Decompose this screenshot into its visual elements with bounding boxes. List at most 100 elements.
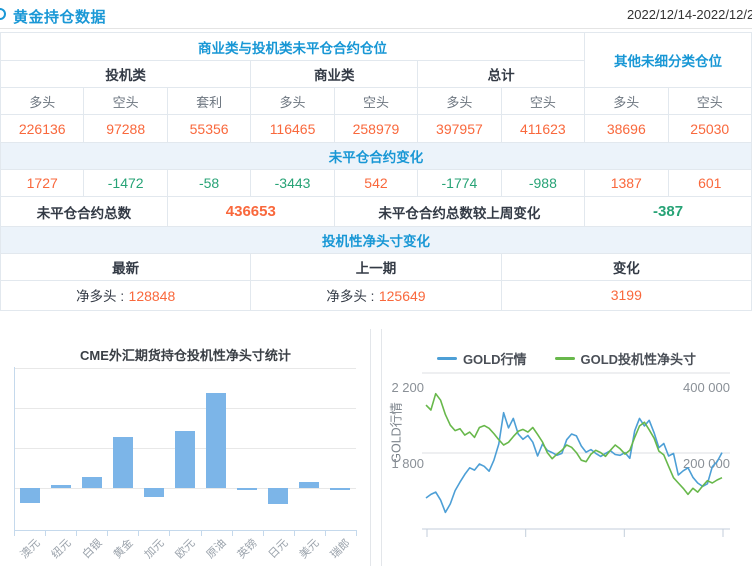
bar-英镑	[237, 488, 258, 490]
legend-gold-price-line-icon	[436, 357, 457, 360]
subheader-commercial: 商业类	[250, 60, 419, 88]
position-value: 411623	[500, 114, 586, 143]
x-axis-tick	[169, 530, 171, 536]
grid-line	[14, 488, 356, 489]
x-axis-tick	[76, 530, 78, 536]
net-change-value: 3199	[610, 286, 642, 303]
x-axis-tick	[231, 530, 233, 536]
net-previous-value: 125649	[378, 288, 426, 304]
net-header-latest: 最新	[0, 253, 252, 281]
change-value: -988	[500, 169, 586, 197]
change-value: 1727	[0, 169, 85, 197]
change-value: 601	[667, 169, 752, 197]
net-latest-cell: 净多头 : 128848	[0, 280, 252, 311]
left-axis-tick-2200: 2 200	[391, 380, 424, 395]
net-previous-label: 净多头 :	[326, 289, 375, 304]
cme-net-positions-bar-chart: CME外汇期货持仓投机性净头寸统计 澳元 纽元 白银 黄金 加元 欧元 原油 英镑 日元 美元 瑞郎	[0, 329, 371, 566]
page-header: 黄金持仓数据 2022/12/14-2022/12/20	[0, 0, 752, 29]
bar-白银	[81, 477, 102, 488]
total-oi-label: 未平仓合约总数	[0, 196, 168, 227]
x-axis-line	[14, 530, 356, 531]
change-value: -1774	[417, 169, 502, 197]
group-header-main: 商业类与投机类未平仓合约仓位	[0, 32, 586, 61]
position-value: 38696	[584, 114, 669, 143]
bar-美元	[299, 482, 320, 488]
right-axis-tick-400000: 400 000	[683, 380, 730, 395]
change-value: -3443	[250, 169, 335, 197]
change-value: 1387	[584, 169, 669, 197]
position-value: 397957	[417, 114, 502, 143]
legend-gold-price[interactable]: GOLD行情	[436, 349, 527, 368]
position-value: 97288	[83, 114, 168, 143]
col-header: 空头	[333, 87, 419, 115]
left-axis-tick-1800: 1 800	[391, 456, 424, 471]
total-oi-change-value: -387	[584, 196, 752, 227]
y-axis-line	[14, 367, 15, 530]
col-header: 多头	[0, 87, 85, 115]
change-value: -58	[166, 169, 252, 197]
col-header: 空头	[667, 87, 752, 115]
legend-gold-price-label: GOLD行情	[462, 352, 527, 367]
x-axis-tick	[324, 530, 326, 536]
series-line-GOLD投机性净头寸	[425, 392, 723, 496]
grid-line	[14, 408, 356, 409]
bar-chart-title: CME外汇期货持仓投机性净头寸统计	[80, 348, 291, 363]
col-header: 空头	[500, 87, 586, 115]
net-header-previous: 上一期	[250, 253, 502, 281]
bar-加元	[143, 488, 164, 498]
gold-line-chart: GOLD行情 GOLD投机性净头寸 GOLD行情 2 200 1 800 400…	[381, 329, 750, 566]
position-value: 226136	[0, 114, 85, 143]
net-change-cell: 3199	[500, 280, 752, 311]
circle-bullet-icon	[0, 8, 6, 20]
bar-原油	[206, 392, 227, 488]
charts-divider	[371, 329, 381, 566]
legend-net-position-label: GOLD投机性净头寸	[580, 352, 697, 367]
legend-net-position-line-icon	[554, 357, 575, 360]
bar-澳元	[19, 488, 40, 504]
series-line-GOLD行情	[425, 411, 723, 514]
net-header-change: 变化	[500, 253, 752, 281]
grid-line	[14, 368, 356, 369]
charts-row: CME外汇期货持仓投机性净头寸统计 澳元 纽元 白银 黄金 加元 欧元 原油 英镑 日元 美元 瑞郎…	[0, 329, 752, 566]
position-value: 258979	[333, 114, 419, 143]
section-header-net-position: 投机性净头寸变化	[0, 226, 752, 254]
col-header: 套利	[166, 87, 252, 115]
x-axis-tick	[138, 530, 140, 536]
x-axis-tick	[107, 530, 109, 536]
col-header: 空头	[83, 87, 168, 115]
group-header-other: 其他未细分类仓位	[584, 32, 752, 88]
section-header-oi-change: 未平仓合约变化	[0, 142, 752, 170]
total-oi-value: 436653	[166, 196, 335, 227]
x-axis-tick	[200, 530, 202, 536]
legend-net-position[interactable]: GOLD投机性净头寸	[554, 349, 697, 368]
x-axis-tick	[356, 530, 357, 536]
bar-瑞郎	[330, 488, 351, 490]
bar-纽元	[50, 485, 71, 488]
subheader-speculative: 投机类	[0, 60, 252, 88]
x-axis-tick	[293, 530, 295, 536]
col-header: 多头	[250, 87, 335, 115]
net-previous-cell: 净多头 : 125649	[250, 280, 502, 311]
x-axis-tick	[262, 530, 264, 536]
bar-日元	[268, 488, 289, 504]
bar-欧元	[175, 431, 195, 488]
change-value: -1472	[83, 169, 168, 197]
positions-table: 商业类与投机类未平仓合约仓位 其他未细分类仓位 投机类 商业类 总计 多头 空头…	[0, 32, 752, 311]
position-value: 116465	[250, 114, 335, 143]
page-title: 黄金持仓数据	[13, 9, 107, 26]
subheader-total: 总计	[417, 60, 586, 88]
position-value: 25030	[667, 114, 752, 143]
col-header: 多头	[584, 87, 669, 115]
position-value: 55356	[166, 114, 252, 143]
bar-黄金	[112, 436, 133, 488]
date-range: 2022/12/14-2022/12/20	[627, 7, 752, 22]
chart-legend: GOLD行情 GOLD投机性净头寸	[382, 349, 751, 368]
net-latest-value: 128848	[128, 288, 176, 304]
change-value: 542	[333, 169, 419, 197]
line-chart-canvas	[422, 372, 730, 537]
col-header: 多头	[417, 87, 502, 115]
net-latest-label: 净多头 :	[76, 289, 125, 304]
total-oi-change-label: 未平仓合约总数较上周变化	[333, 196, 586, 227]
x-axis-tick	[14, 530, 15, 536]
